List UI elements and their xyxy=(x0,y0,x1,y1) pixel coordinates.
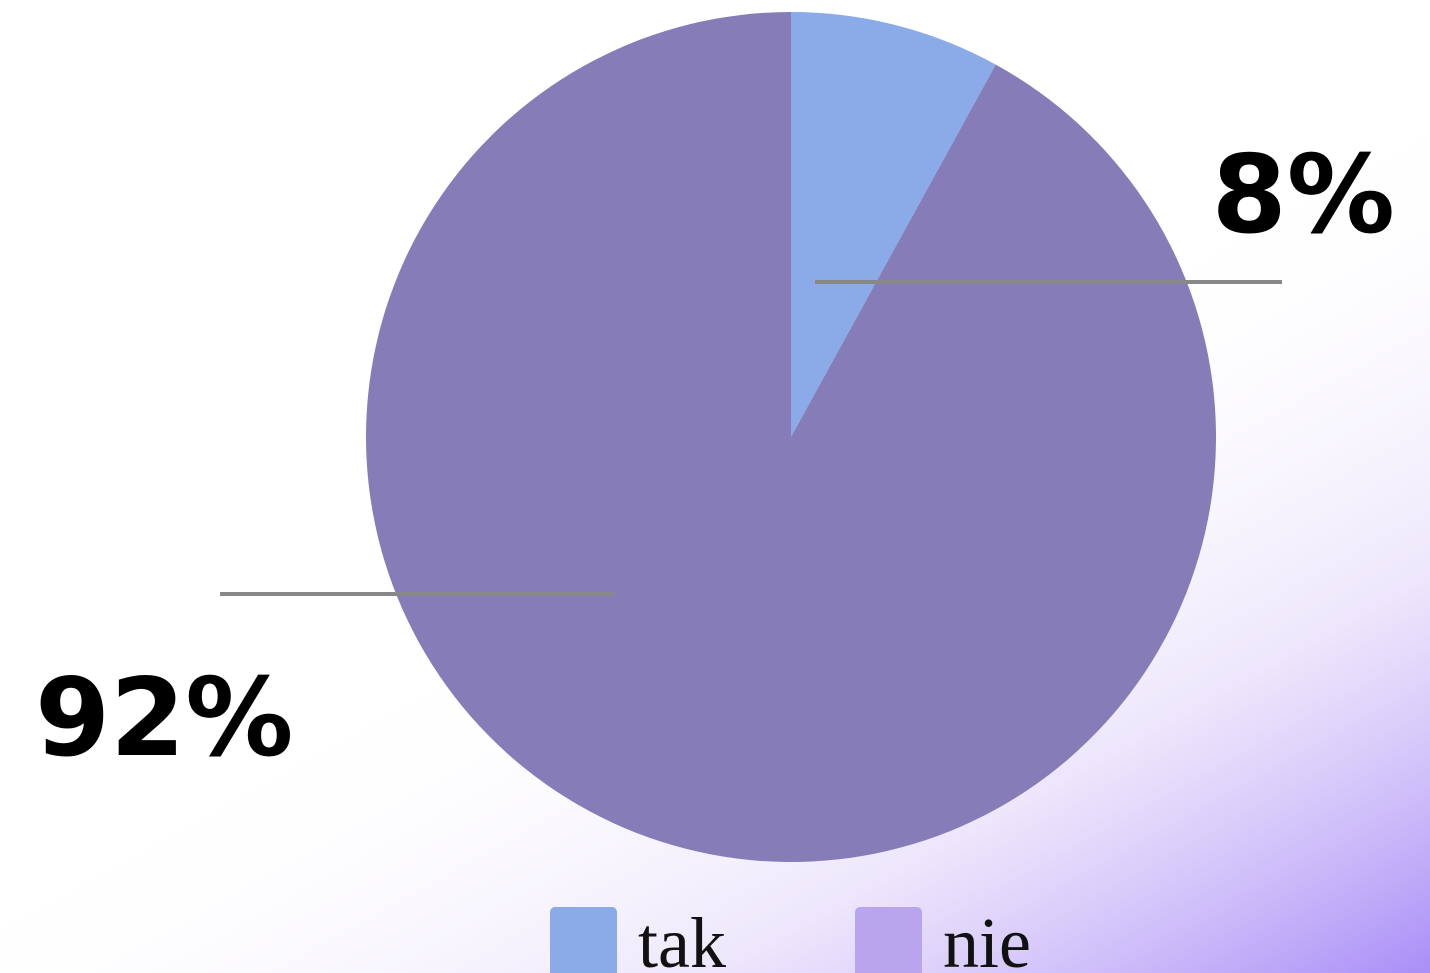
data-label: 8% xyxy=(1212,133,1395,258)
legend-label: tak xyxy=(638,903,726,973)
legend-swatch xyxy=(855,907,922,973)
pie-slice xyxy=(791,12,996,437)
pie-slice xyxy=(365,12,1216,862)
legend-swatch xyxy=(550,907,617,973)
data-label: 92% xyxy=(35,656,294,781)
legend-label: nie xyxy=(943,903,1031,973)
